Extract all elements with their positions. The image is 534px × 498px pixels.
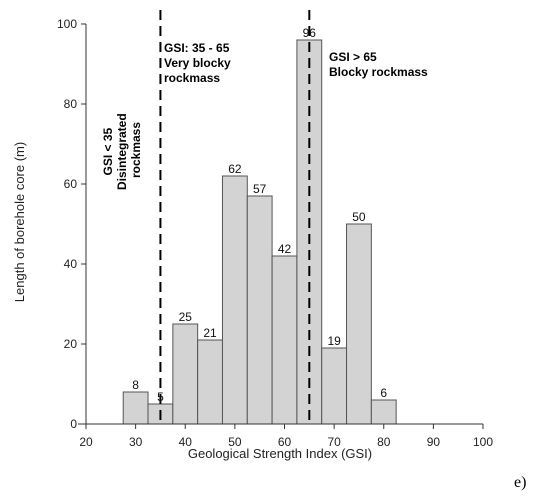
annotation-low-gsi: GSI < 35 Disintegrated rockmass <box>101 110 143 190</box>
x-axis-title: Geological Strength Index (GSI) <box>188 446 372 461</box>
bar-80 <box>370 399 397 425</box>
bar-70 <box>321 347 348 425</box>
annotation-high-line-2: Blocky rockmass <box>329 65 428 79</box>
y-tick-label-100: 100 <box>57 17 77 31</box>
x-tick-label-70: 70 <box>327 435 341 449</box>
bar-label-35: 5 <box>157 390 164 404</box>
bar-label-40: 25 <box>179 310 193 324</box>
annotation-low-line-3: rockmass <box>129 122 143 178</box>
bar-label-80: 6 <box>380 386 387 400</box>
bar-label-55: 57 <box>253 182 267 196</box>
annotation-high-line-1: GSI > 65 <box>329 50 377 64</box>
bar-label-50: 62 <box>228 162 242 176</box>
bar-50 <box>221 175 248 425</box>
bar-value-labels: 8 5 25 21 62 57 42 96 19 50 6 <box>132 26 387 404</box>
annotation-mid-line-3: rockmass <box>164 71 220 85</box>
x-tick-label-80: 80 <box>377 435 391 449</box>
panel-label: e) <box>514 474 526 491</box>
bar-label-70: 19 <box>327 334 341 348</box>
y-tick-label-20: 20 <box>64 337 78 351</box>
y-axis-title: Length of borehole core (m) <box>12 142 27 302</box>
bars-layer <box>122 39 397 425</box>
threshold-lines <box>159 10 311 424</box>
bar-label-75: 50 <box>352 210 366 224</box>
annotation-low-line-2: Disintegrated <box>115 113 129 190</box>
annotation-mid-line-2: Very blocky <box>164 56 231 70</box>
x-tick-label-90: 90 <box>427 435 441 449</box>
bar-30 <box>122 391 149 425</box>
bar-label-30: 8 <box>132 378 139 392</box>
x-tick-label-20: 20 <box>79 435 93 449</box>
bar-45 <box>197 339 223 425</box>
bar-label-45: 21 <box>203 326 217 340</box>
y-tick-label-80: 80 <box>64 97 78 111</box>
bar-label-65: 96 <box>303 26 317 40</box>
bar-65 <box>296 39 323 425</box>
x-tick-label-100: 100 <box>473 435 493 449</box>
y-tick-label-60: 60 <box>64 177 78 191</box>
x-tick-label-50: 50 <box>228 435 242 449</box>
x-tick-label-30: 30 <box>129 435 143 449</box>
y-tick-label-0: 0 <box>70 417 77 431</box>
bar-label-60: 42 <box>278 242 292 256</box>
bar-75 <box>346 223 372 425</box>
x-tick-label-60: 60 <box>278 435 292 449</box>
bar-60 <box>271 255 298 425</box>
bar-40 <box>172 323 199 425</box>
x-tick-label-40: 40 <box>179 435 193 449</box>
annotation-low-line-1: GSI < 35 <box>101 128 115 176</box>
y-tick-label-40: 40 <box>64 257 78 271</box>
annotation-mid-gsi: GSI: 35 - 65 Very blocky rockmass <box>164 41 234 85</box>
annotation-high-gsi: GSI > 65 Blocky rockmass <box>329 50 428 79</box>
bar-55 <box>246 195 273 425</box>
annotation-mid-line-1: GSI: 35 - 65 <box>164 41 230 55</box>
